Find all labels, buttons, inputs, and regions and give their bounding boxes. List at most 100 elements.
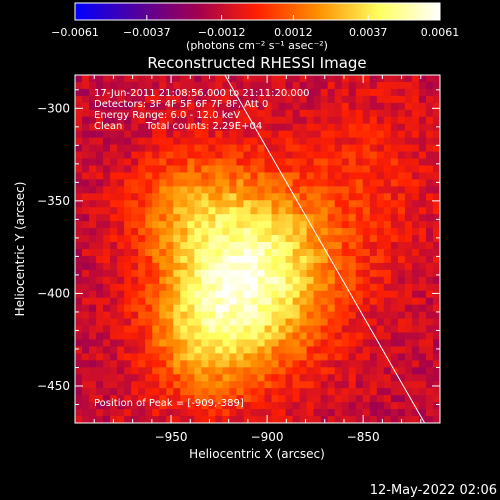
heatmap-cell xyxy=(110,186,118,194)
heatmap-cell xyxy=(411,332,420,341)
heatmap-cell xyxy=(145,325,153,334)
heatmap-cell xyxy=(103,242,111,250)
heatmap-cell xyxy=(383,304,392,313)
heatmap-cell xyxy=(138,332,146,341)
heatmap-cell xyxy=(229,290,238,299)
heatmap-cell xyxy=(194,346,202,354)
heatmap-cell xyxy=(201,388,209,396)
heatmap-cell xyxy=(243,409,252,417)
heatmap-cell xyxy=(264,200,273,208)
heatmap-cell xyxy=(327,374,336,382)
heatmap-cell xyxy=(194,325,202,334)
heatmap-cell xyxy=(425,269,434,278)
heatmap-cell xyxy=(117,102,125,111)
heatmap-cell xyxy=(222,81,231,90)
heatmap-cell xyxy=(369,193,378,201)
heatmap-cell xyxy=(432,402,440,410)
heatmap-cell xyxy=(278,304,287,313)
heatmap-cell xyxy=(418,262,427,271)
heatmap-cell xyxy=(411,172,420,180)
heatmap-cell xyxy=(411,242,420,250)
heatmap-cell xyxy=(110,95,118,104)
heatmap-cell xyxy=(369,186,378,194)
heatmap-cell xyxy=(334,395,343,403)
heatmap-cell xyxy=(348,255,357,264)
heatmap-cell xyxy=(166,151,174,160)
heatmap-cell xyxy=(131,374,139,382)
heatmap-cell xyxy=(264,88,273,97)
heatmap-cell xyxy=(159,214,167,222)
heatmap-cell xyxy=(222,207,231,215)
heatmap-cell xyxy=(194,255,202,264)
heatmap-cell xyxy=(383,332,392,341)
heatmap-cell xyxy=(131,193,139,201)
heatmap-cell xyxy=(306,186,315,194)
heatmap-cell xyxy=(229,242,238,250)
heatmap-cell xyxy=(390,311,399,320)
heatmap-cell xyxy=(152,381,160,389)
heatmap-cell xyxy=(292,276,301,285)
heatmap-cell xyxy=(243,353,252,361)
heatmap-cell xyxy=(82,214,90,222)
heatmap-cell xyxy=(411,374,420,382)
heatmap-cell xyxy=(404,249,413,257)
heatmap-cell xyxy=(264,235,273,243)
heatmap-cell xyxy=(432,123,440,132)
heatmap-cell xyxy=(306,88,315,97)
heatmap-cell xyxy=(236,367,245,375)
heatmap-cell xyxy=(376,318,385,327)
heatmap-cell xyxy=(355,235,364,243)
heatmap-cell xyxy=(264,151,273,160)
heatmap-cell xyxy=(418,123,427,132)
heatmap-cell xyxy=(152,214,160,222)
heatmap-cell xyxy=(124,360,132,368)
heatmap-cell xyxy=(432,214,440,222)
heatmap-cell xyxy=(75,339,83,348)
heatmap-cell xyxy=(187,395,195,403)
heatmap-cell xyxy=(313,255,322,264)
heatmap-cell xyxy=(236,172,245,180)
heatmap-cell xyxy=(75,200,83,208)
heatmap-cell xyxy=(173,367,181,375)
heatmap-cell xyxy=(124,332,132,341)
heatmap-cell xyxy=(285,249,294,257)
heatmap-cell xyxy=(236,283,245,292)
heatmap-cell xyxy=(376,172,385,180)
colorbar-tick-label: −0.0012 xyxy=(198,26,246,39)
heatmap-cell xyxy=(425,249,434,257)
heatmap-cell xyxy=(159,262,167,271)
heatmap-cell xyxy=(166,179,174,187)
heatmap-cell xyxy=(418,409,427,417)
heatmap-cell xyxy=(418,172,427,180)
heatmap-cell xyxy=(334,151,343,160)
heatmap-cell xyxy=(418,186,427,194)
heatmap-cell xyxy=(299,242,308,250)
heatmap-cell xyxy=(376,283,385,292)
heatmap-cell xyxy=(432,95,440,104)
heatmap-cell xyxy=(432,325,440,334)
heatmap-cell xyxy=(285,214,294,222)
heatmap-cell xyxy=(187,165,195,174)
heatmap-cell xyxy=(362,81,371,90)
heatmap-cell xyxy=(257,416,266,423)
heatmap-cell xyxy=(103,81,111,90)
heatmap-cell xyxy=(341,137,350,146)
heatmap-cell xyxy=(236,235,245,243)
heatmap-cell xyxy=(145,269,153,278)
heatmap-cell xyxy=(432,367,440,375)
heatmap-cell xyxy=(145,395,153,403)
heatmap-cell xyxy=(334,374,343,382)
heatmap-cell xyxy=(278,255,287,264)
heatmap-cell xyxy=(208,102,216,111)
heatmap-cell xyxy=(215,144,223,153)
heatmap-cell xyxy=(103,200,111,208)
heatmap-cell xyxy=(257,228,266,236)
heatmap-cell xyxy=(306,297,315,306)
heatmap-cell xyxy=(257,409,266,417)
heatmap-cell xyxy=(117,318,125,327)
heatmap-cell xyxy=(180,304,188,313)
heatmap-cell xyxy=(243,116,252,125)
heatmap-cell xyxy=(334,311,343,320)
colorbar-tick-label: 0.0012 xyxy=(274,26,313,39)
heatmap-cell xyxy=(390,381,399,389)
